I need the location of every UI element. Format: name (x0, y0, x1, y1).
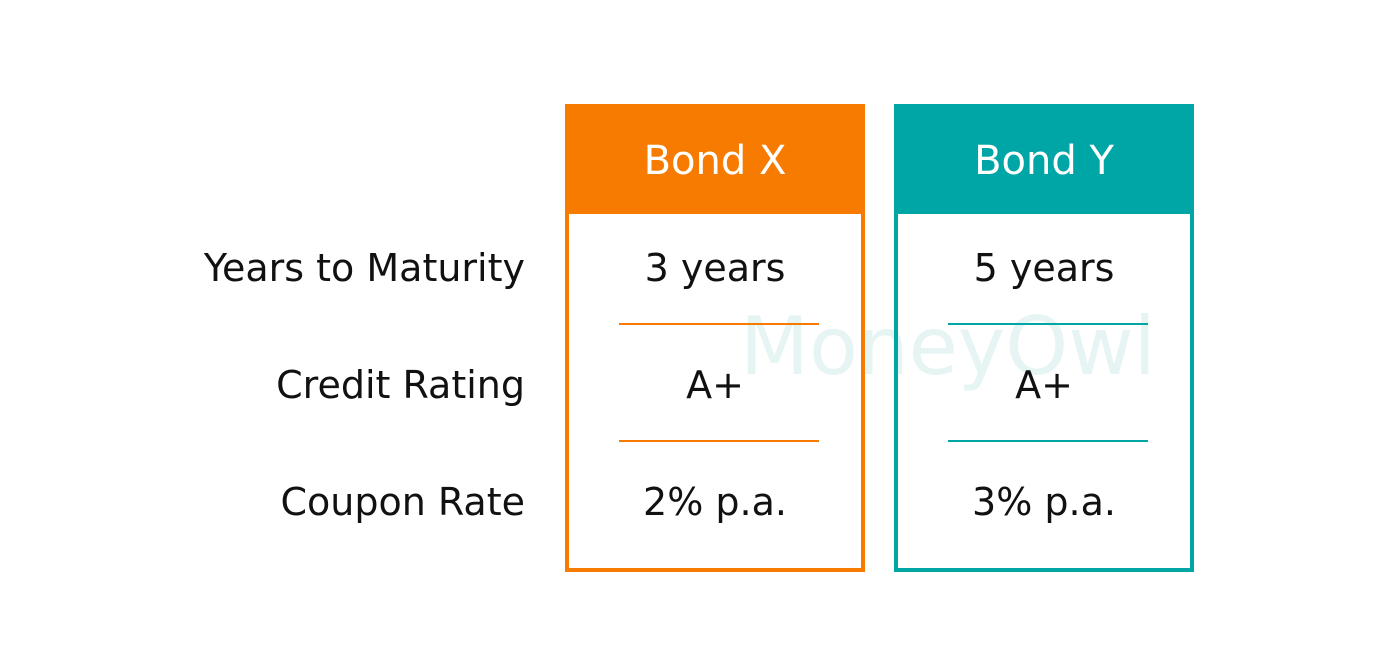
cell: 5 years (973, 246, 1115, 290)
divider (619, 323, 819, 325)
column-header: Bond Y (898, 108, 1190, 214)
divider (948, 440, 1148, 442)
column-header: Bond X (569, 108, 861, 214)
cell: A+ (686, 363, 744, 407)
row-label: Coupon Rate (280, 480, 525, 524)
bond-column: Bond X 3 years A+ 2% p.a. (565, 104, 865, 572)
watermark: MoneyOwl (740, 300, 1156, 393)
cell: 2% p.a. (643, 480, 787, 524)
cell: 3% p.a. (972, 480, 1116, 524)
cell: A+ (1015, 363, 1073, 407)
divider (619, 440, 819, 442)
cell: 3 years (644, 246, 786, 290)
divider (948, 323, 1148, 325)
row-label: Years to Maturity (203, 246, 525, 290)
bond-column: Bond Y 5 years A+ 3% p.a. (894, 104, 1194, 572)
row-label: Credit Rating (276, 363, 525, 407)
